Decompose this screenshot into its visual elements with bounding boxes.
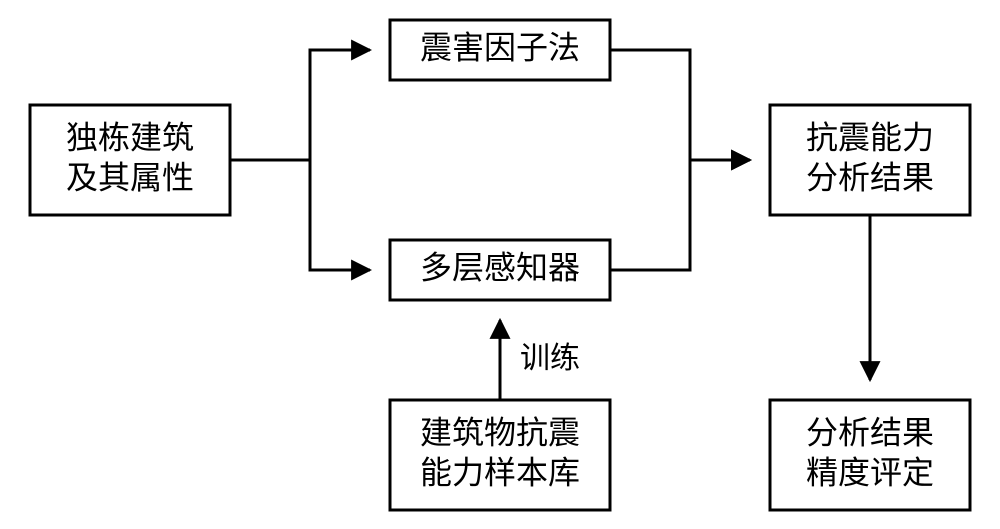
edge bbox=[230, 160, 370, 270]
node-label: 抗震能力 bbox=[806, 119, 934, 155]
edge bbox=[610, 50, 750, 160]
edge bbox=[610, 160, 750, 270]
node-label: 精度评定 bbox=[806, 454, 934, 490]
node-label: 独栋建筑 bbox=[66, 119, 194, 155]
node-n2: 震害因子法 bbox=[390, 20, 610, 80]
edge bbox=[230, 50, 370, 160]
node-n4: 建筑物抗震能力样本库 bbox=[390, 400, 610, 510]
node-n6: 分析结果精度评定 bbox=[770, 400, 970, 510]
node-label: 建筑物抗震 bbox=[420, 414, 580, 450]
node-label: 分析结果 bbox=[806, 159, 934, 195]
node-label: 多层感知器 bbox=[420, 249, 580, 285]
node-n5: 抗震能力分析结果 bbox=[770, 105, 970, 215]
edge-label: 训练 bbox=[520, 342, 580, 375]
node-label: 震害因子法 bbox=[420, 29, 580, 65]
flowchart: 训练独栋建筑及其属性震害因子法多层感知器建筑物抗震能力样本库抗震能力分析结果分析… bbox=[0, 0, 1000, 529]
node-label: 能力样本库 bbox=[420, 454, 580, 490]
node-n3: 多层感知器 bbox=[390, 240, 610, 300]
node-label: 分析结果 bbox=[806, 414, 934, 450]
node-n1: 独栋建筑及其属性 bbox=[30, 105, 230, 215]
node-label: 及其属性 bbox=[66, 159, 194, 195]
